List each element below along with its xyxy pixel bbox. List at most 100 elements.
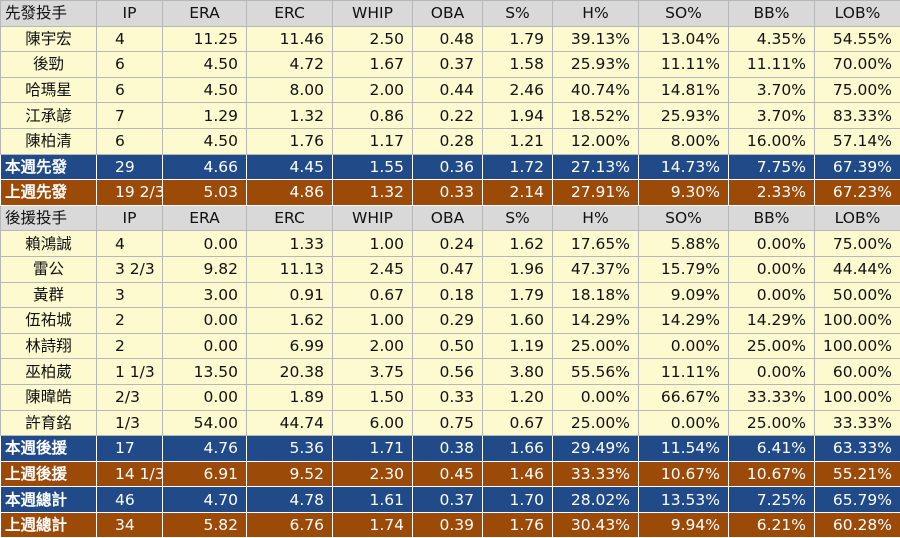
pitcher-name: 陳宇宏: [1, 26, 97, 52]
s-pct-cell: 1.79: [483, 26, 553, 52]
erc-cell: 1.32: [247, 103, 333, 129]
era-cell: 5.82: [163, 512, 247, 538]
whip-cell: 1.71: [333, 436, 413, 462]
s-pct-cell: 1.58: [483, 52, 553, 78]
erc-cell: 8.00: [247, 77, 333, 103]
ip-cell: 6: [97, 52, 163, 78]
oba-cell: 0.33: [413, 384, 483, 410]
ip-cell: 4: [97, 26, 163, 52]
oba-cell: 0.47: [413, 256, 483, 282]
bb-pct-cell: 25.00%: [729, 333, 815, 359]
bb-pct-cell: 6.41%: [729, 436, 815, 462]
erc-cell: 4.86: [247, 180, 333, 206]
era-cell: 1.29: [163, 103, 247, 129]
era-cell: 4.50: [163, 77, 247, 103]
erc-cell: 11.13: [247, 256, 333, 282]
erc-cell: 6.76: [247, 512, 333, 538]
oba-cell: 0.75: [413, 410, 483, 436]
whip-cell: 3.75: [333, 359, 413, 385]
era-cell: 9.82: [163, 256, 247, 282]
h-pct-cell: 27.91%: [553, 180, 639, 206]
summary-label: 本週先發: [1, 154, 97, 180]
h-pct-cell: 14.29%: [553, 308, 639, 334]
pitcher-name: 許育銘: [1, 410, 97, 436]
lob-pct-cell: 60.28%: [815, 512, 900, 538]
bb-pct-cell: 0.00%: [729, 231, 815, 257]
h-pct-cell: 0.00%: [553, 384, 639, 410]
column-header-bb-pct: BB%: [729, 205, 815, 231]
s-pct-cell: 1.19: [483, 333, 553, 359]
ip-cell: 1/3: [97, 410, 163, 436]
lob-pct-cell: 67.23%: [815, 180, 900, 206]
oba-cell: 0.48: [413, 26, 483, 52]
column-header-h-pct: H%: [553, 1, 639, 27]
era-cell: 13.50: [163, 359, 247, 385]
lob-pct-cell: 63.33%: [815, 436, 900, 462]
pitcher-name: 巫柏葳: [1, 359, 97, 385]
era-cell: 0.00: [163, 384, 247, 410]
s-pct-cell: 1.72: [483, 154, 553, 180]
bb-pct-cell: 10.67%: [729, 461, 815, 487]
s-pct-cell: 1.21: [483, 128, 553, 154]
lob-pct-cell: 75.00%: [815, 77, 900, 103]
so-pct-cell: 0.00%: [639, 410, 729, 436]
pitcher-name: 林詩翔: [1, 333, 97, 359]
erc-cell: 44.74: [247, 410, 333, 436]
era-cell: 0.00: [163, 333, 247, 359]
oba-cell: 0.45: [413, 461, 483, 487]
so-pct-cell: 9.94%: [639, 512, 729, 538]
erc-cell: 0.91: [247, 282, 333, 308]
h-pct-cell: 30.43%: [553, 512, 639, 538]
oba-cell: 0.33: [413, 180, 483, 206]
pitcher-name: 陳柏清: [1, 128, 97, 154]
era-cell: 3.00: [163, 282, 247, 308]
lob-pct-cell: 70.00%: [815, 52, 900, 78]
so-pct-cell: 15.79%: [639, 256, 729, 282]
whip-cell: 1.55: [333, 154, 413, 180]
oba-cell: 0.50: [413, 333, 483, 359]
ip-cell: 6: [97, 128, 163, 154]
oba-cell: 0.38: [413, 436, 483, 462]
summary-label: 本週後援: [1, 436, 97, 462]
whip-cell: 2.30: [333, 461, 413, 487]
column-header-lob-pct: LOB%: [815, 205, 900, 231]
lob-pct-cell: 100.00%: [815, 333, 900, 359]
erc-cell: 9.52: [247, 461, 333, 487]
s-pct-cell: 1.60: [483, 308, 553, 334]
column-header-ip: IP: [97, 1, 163, 27]
so-pct-cell: 66.67%: [639, 384, 729, 410]
h-pct-cell: 29.49%: [553, 436, 639, 462]
whip-cell: 2.45: [333, 256, 413, 282]
ip-cell: 7: [97, 103, 163, 129]
erc-cell: 5.36: [247, 436, 333, 462]
bb-pct-cell: 16.00%: [729, 128, 815, 154]
so-pct-cell: 14.81%: [639, 77, 729, 103]
erc-cell: 1.76: [247, 128, 333, 154]
column-header-so-pct: SO%: [639, 205, 729, 231]
bb-pct-cell: 25.00%: [729, 410, 815, 436]
column-header-erc: ERC: [247, 1, 333, 27]
lob-pct-cell: 54.55%: [815, 26, 900, 52]
era-cell: 4.76: [163, 436, 247, 462]
pitcher-name: 伍祐城: [1, 308, 97, 334]
lob-pct-cell: 75.00%: [815, 231, 900, 257]
whip-cell: 1.00: [333, 231, 413, 257]
bb-pct-cell: 4.35%: [729, 26, 815, 52]
erc-cell: 1.33: [247, 231, 333, 257]
column-header-s-pct: S%: [483, 1, 553, 27]
lob-pct-cell: 33.33%: [815, 410, 900, 436]
whip-cell: 1.32: [333, 180, 413, 206]
pitcher-name: 雷公: [1, 256, 97, 282]
s-pct-cell: 0.67: [483, 410, 553, 436]
